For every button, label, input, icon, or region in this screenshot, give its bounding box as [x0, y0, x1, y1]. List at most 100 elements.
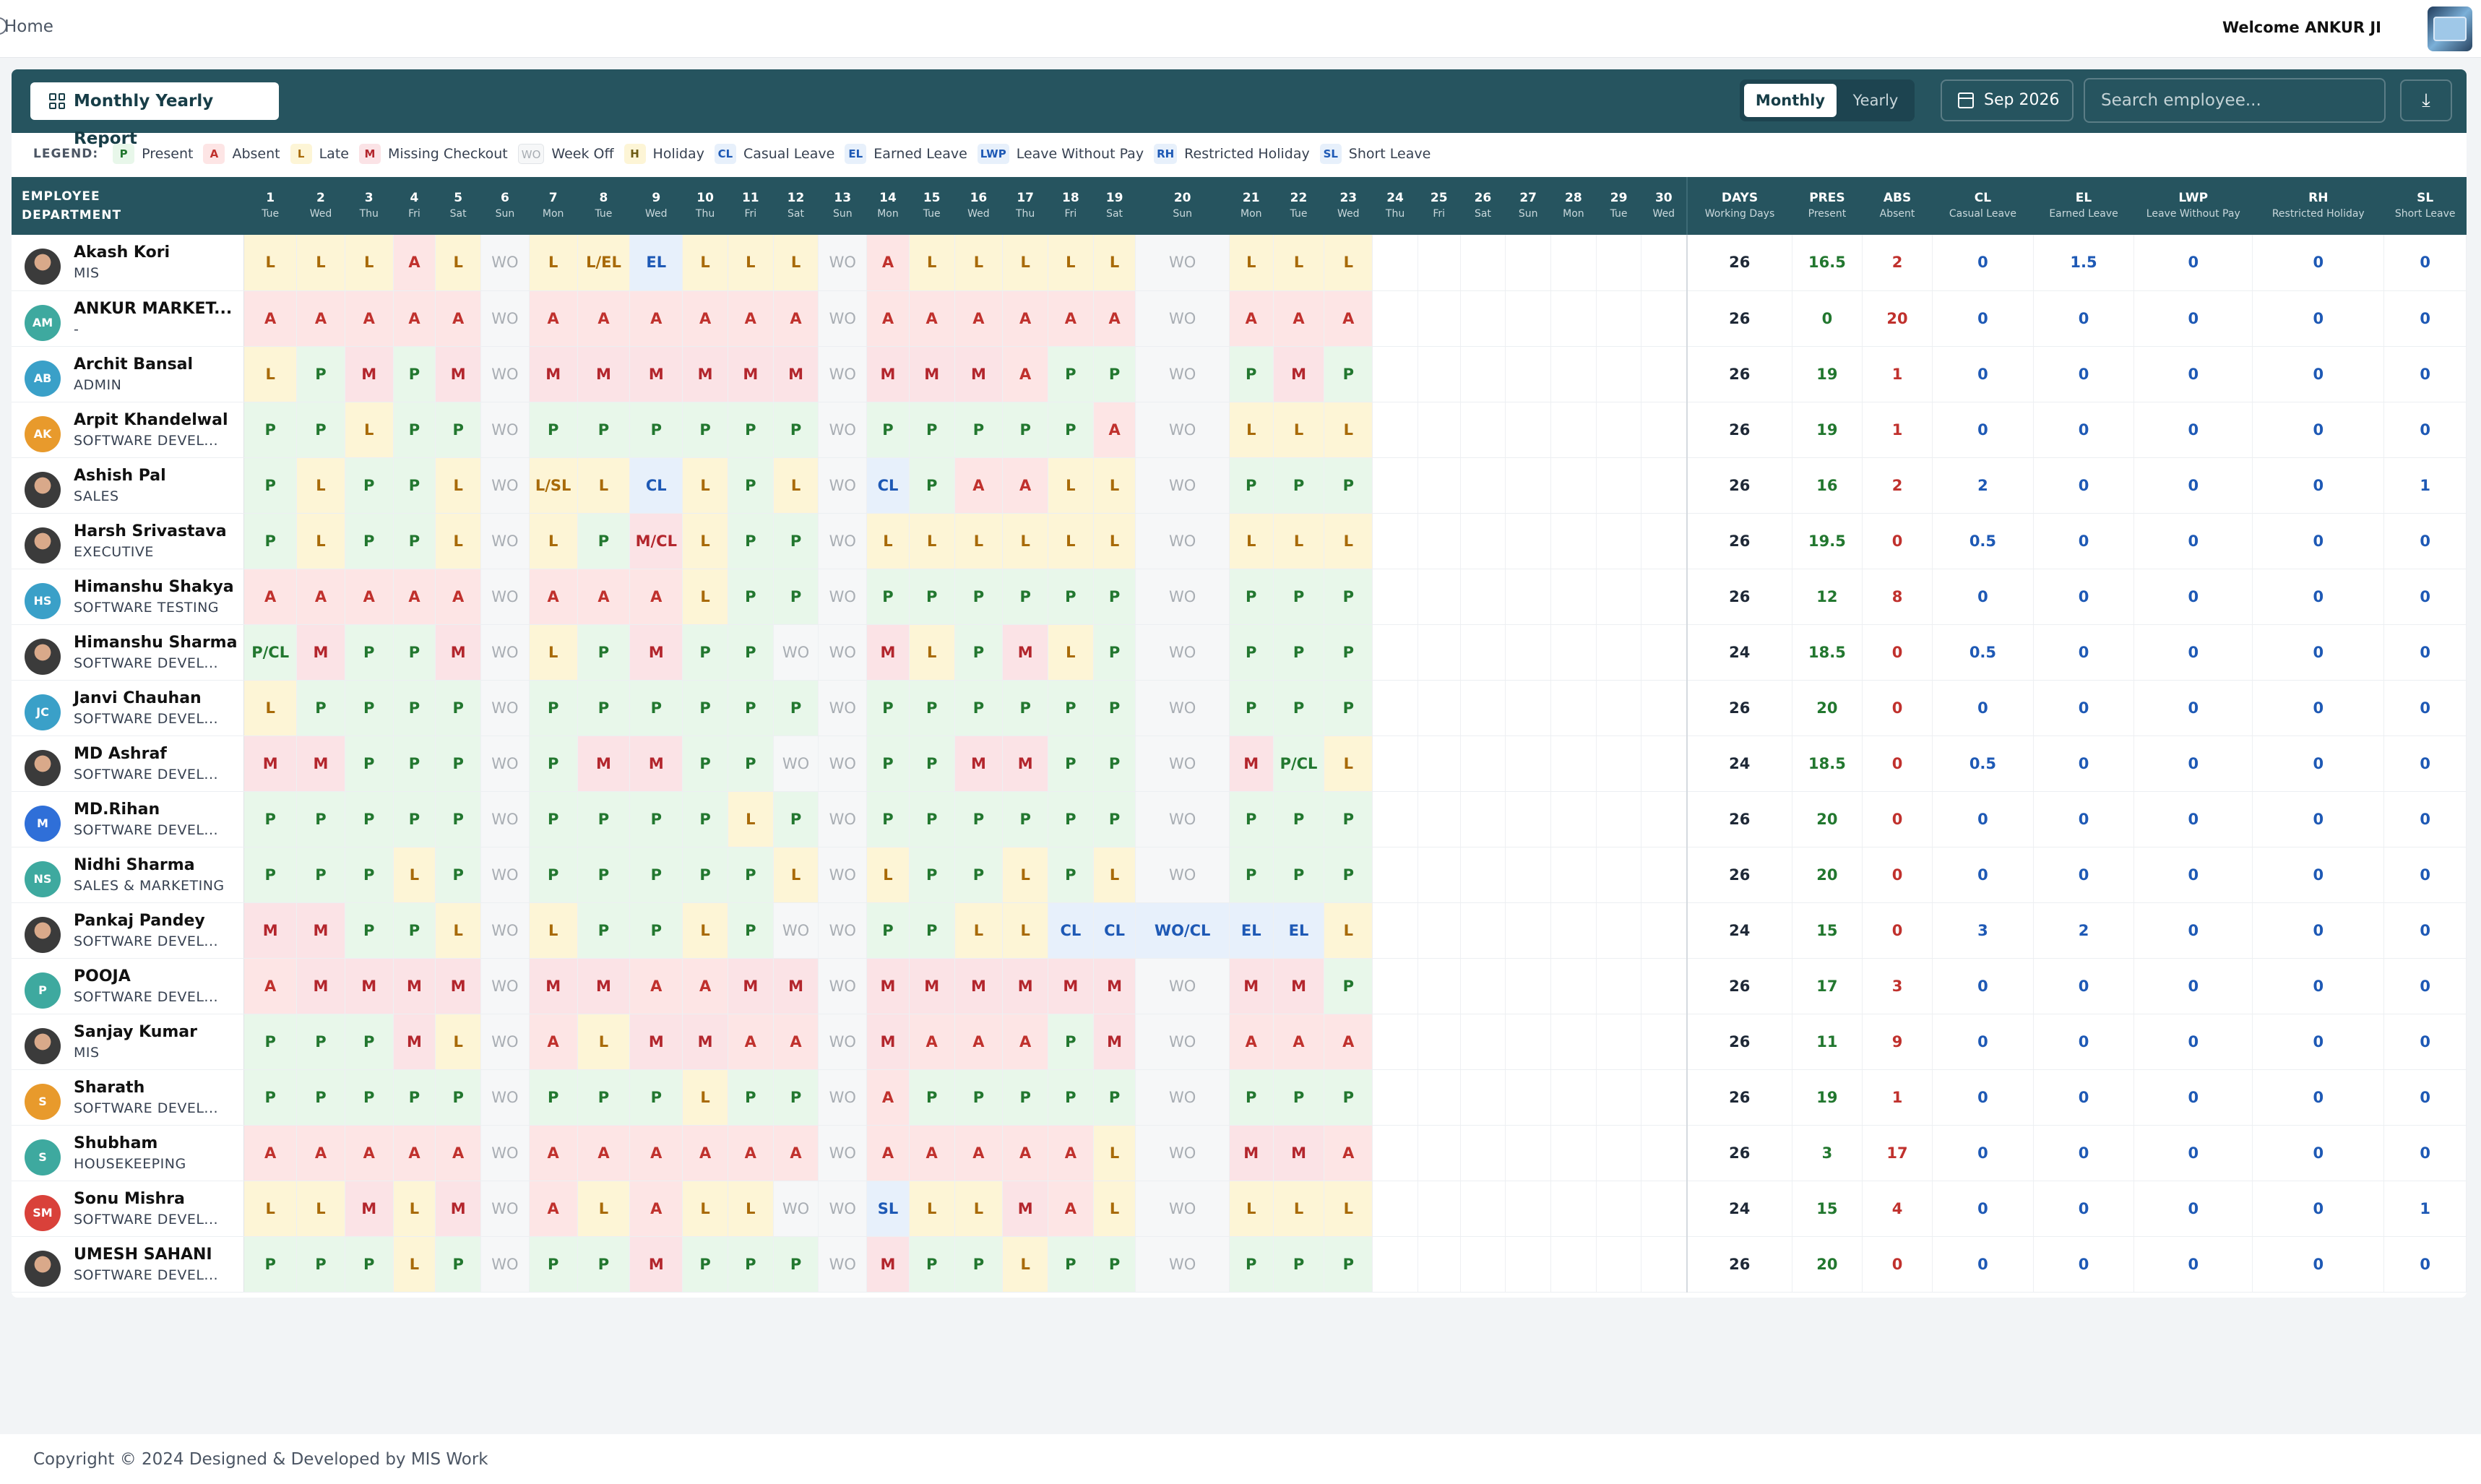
- attendance-cell[interactable]: WO: [818, 735, 868, 792]
- attendance-cell[interactable]: L: [243, 235, 298, 291]
- attendance-cell[interactable]: M: [909, 958, 955, 1014]
- attendance-cell[interactable]: [1460, 1069, 1506, 1126]
- attendance-cell[interactable]: M: [1002, 958, 1049, 1014]
- attendance-cell[interactable]: A: [243, 569, 298, 625]
- attendance-cell[interactable]: L: [682, 513, 728, 569]
- attendance-cell[interactable]: L: [1048, 513, 1094, 569]
- attendance-cell[interactable]: [1641, 402, 1688, 458]
- attendance-cell[interactable]: P: [909, 847, 955, 903]
- employee-cell[interactable]: Akash Kori MIS: [12, 235, 245, 291]
- attendance-cell[interactable]: WO: [480, 680, 530, 736]
- attendance-cell[interactable]: M: [954, 735, 1004, 792]
- attendance-cell[interactable]: WO: [818, 457, 868, 514]
- attendance-cell[interactable]: M: [773, 958, 819, 1014]
- attendance-cell[interactable]: L: [1002, 902, 1049, 959]
- attendance-cell[interactable]: M: [1273, 1125, 1325, 1181]
- attendance-cell[interactable]: M: [866, 1236, 910, 1293]
- attendance-cell[interactable]: A: [529, 1014, 578, 1070]
- attendance-cell[interactable]: A: [629, 1181, 683, 1237]
- attendance-cell[interactable]: [1372, 290, 1418, 347]
- attendance-cell[interactable]: P: [393, 680, 436, 736]
- attendance-cell[interactable]: M: [629, 1236, 683, 1293]
- attendance-cell[interactable]: L: [1002, 847, 1049, 903]
- attendance-cell[interactable]: L: [1229, 513, 1274, 569]
- attendance-cell[interactable]: WO: [1135, 735, 1230, 792]
- attendance-cell[interactable]: L: [682, 235, 728, 291]
- attendance-cell[interactable]: P: [1273, 847, 1325, 903]
- table-row[interactable]: Sanjay Kumar MIS P P P M L WO A L M M A A WO M A A A P M WO A A…: [12, 1014, 2467, 1070]
- employee-cell[interactable]: S Sharath SOFTWARE DEVEL...: [12, 1069, 245, 1126]
- attendance-cell[interactable]: P: [243, 513, 298, 569]
- attendance-cell[interactable]: WO: [818, 290, 868, 347]
- attendance-cell[interactable]: P: [345, 902, 394, 959]
- attendance-cell[interactable]: [1505, 1236, 1552, 1293]
- attendance-cell[interactable]: [1372, 847, 1418, 903]
- attendance-cell[interactable]: WO: [818, 1069, 868, 1126]
- attendance-cell[interactable]: WO: [818, 791, 868, 847]
- attendance-cell[interactable]: M: [529, 958, 578, 1014]
- attendance-cell[interactable]: A: [1229, 1014, 1274, 1070]
- attendance-cell[interactable]: P: [728, 1069, 774, 1126]
- attendance-cell[interactable]: P: [1093, 624, 1136, 681]
- table-row[interactable]: SM Sonu Mishra SOFTWARE DEVEL... L L M L M WO A L A…: [12, 1181, 2467, 1237]
- attendance-cell[interactable]: WO: [773, 1181, 819, 1237]
- attendance-cell[interactable]: L: [296, 235, 345, 291]
- attendance-cell[interactable]: P: [1229, 1069, 1274, 1126]
- attendance-cell[interactable]: A: [243, 290, 298, 347]
- attendance-cell[interactable]: [1596, 624, 1642, 681]
- attendance-cell[interactable]: [1418, 457, 1461, 514]
- attendance-cell[interactable]: [1641, 791, 1688, 847]
- attendance-cell[interactable]: [1596, 1014, 1642, 1070]
- attendance-cell[interactable]: M: [1273, 958, 1325, 1014]
- attendance-cell[interactable]: P: [296, 346, 345, 402]
- attendance-cell[interactable]: A: [866, 1125, 910, 1181]
- attendance-cell[interactable]: WO: [1135, 680, 1230, 736]
- attendance-cell[interactable]: [1505, 680, 1552, 736]
- attendance-cell[interactable]: A: [577, 290, 631, 347]
- attendance-cell[interactable]: A: [296, 1125, 345, 1181]
- attendance-cell[interactable]: [1372, 735, 1418, 792]
- attendance-cell[interactable]: P: [393, 735, 436, 792]
- attendance-cell[interactable]: M: [954, 958, 1004, 1014]
- attendance-cell[interactable]: CL: [1093, 902, 1136, 959]
- table-row[interactable]: P POOJA SOFTWARE DEVEL... A M M M M WO M M A A M M WO M M…: [12, 958, 2467, 1014]
- table-row[interactable]: Himanshu Sharma SOFTWARE DEVEL... P/CL M P P M…: [12, 624, 2467, 681]
- attendance-cell[interactable]: L: [1324, 902, 1373, 959]
- attendance-cell[interactable]: L: [954, 235, 1004, 291]
- attendance-cell[interactable]: [1418, 513, 1461, 569]
- attendance-cell[interactable]: A: [393, 1125, 436, 1181]
- attendance-cell[interactable]: P: [393, 624, 436, 681]
- attendance-cell[interactable]: [1505, 735, 1552, 792]
- attendance-cell[interactable]: WO: [818, 1125, 868, 1181]
- attendance-cell[interactable]: [1372, 513, 1418, 569]
- attendance-cell[interactable]: M: [728, 958, 774, 1014]
- attendance-cell[interactable]: WO: [480, 791, 530, 847]
- attendance-cell[interactable]: [1460, 791, 1506, 847]
- attendance-cell[interactable]: P: [682, 735, 728, 792]
- attendance-cell[interactable]: P: [393, 346, 436, 402]
- attendance-cell[interactable]: M: [954, 346, 1004, 402]
- attendance-cell[interactable]: L: [682, 1069, 728, 1126]
- attendance-cell[interactable]: P: [954, 402, 1004, 458]
- attendance-cell[interactable]: P: [529, 1236, 578, 1293]
- attendance-cell[interactable]: P: [345, 457, 394, 514]
- attendance-cell[interactable]: [1460, 1181, 1506, 1237]
- attendance-cell[interactable]: P: [296, 1014, 345, 1070]
- attendance-cell[interactable]: L: [529, 235, 578, 291]
- attendance-cell[interactable]: WO: [1135, 513, 1230, 569]
- attendance-cell[interactable]: P: [296, 1069, 345, 1126]
- attendance-cell[interactable]: L: [1093, 457, 1136, 514]
- attendance-cell[interactable]: P: [954, 680, 1004, 736]
- attendance-cell[interactable]: A: [529, 569, 578, 625]
- attendance-cell[interactable]: L: [393, 1236, 436, 1293]
- attendance-cell[interactable]: P: [529, 735, 578, 792]
- attendance-cell[interactable]: L: [1273, 513, 1325, 569]
- attendance-cell[interactable]: A: [1324, 1014, 1373, 1070]
- attendance-cell[interactable]: A: [954, 290, 1004, 347]
- attendance-cell[interactable]: P: [629, 791, 683, 847]
- attendance-cell[interactable]: WO: [480, 1236, 530, 1293]
- attendance-cell[interactable]: P: [1324, 624, 1373, 681]
- attendance-cell[interactable]: WO: [818, 235, 868, 291]
- attendance-cell[interactable]: L: [1273, 1181, 1325, 1237]
- attendance-cell[interactable]: [1505, 1125, 1552, 1181]
